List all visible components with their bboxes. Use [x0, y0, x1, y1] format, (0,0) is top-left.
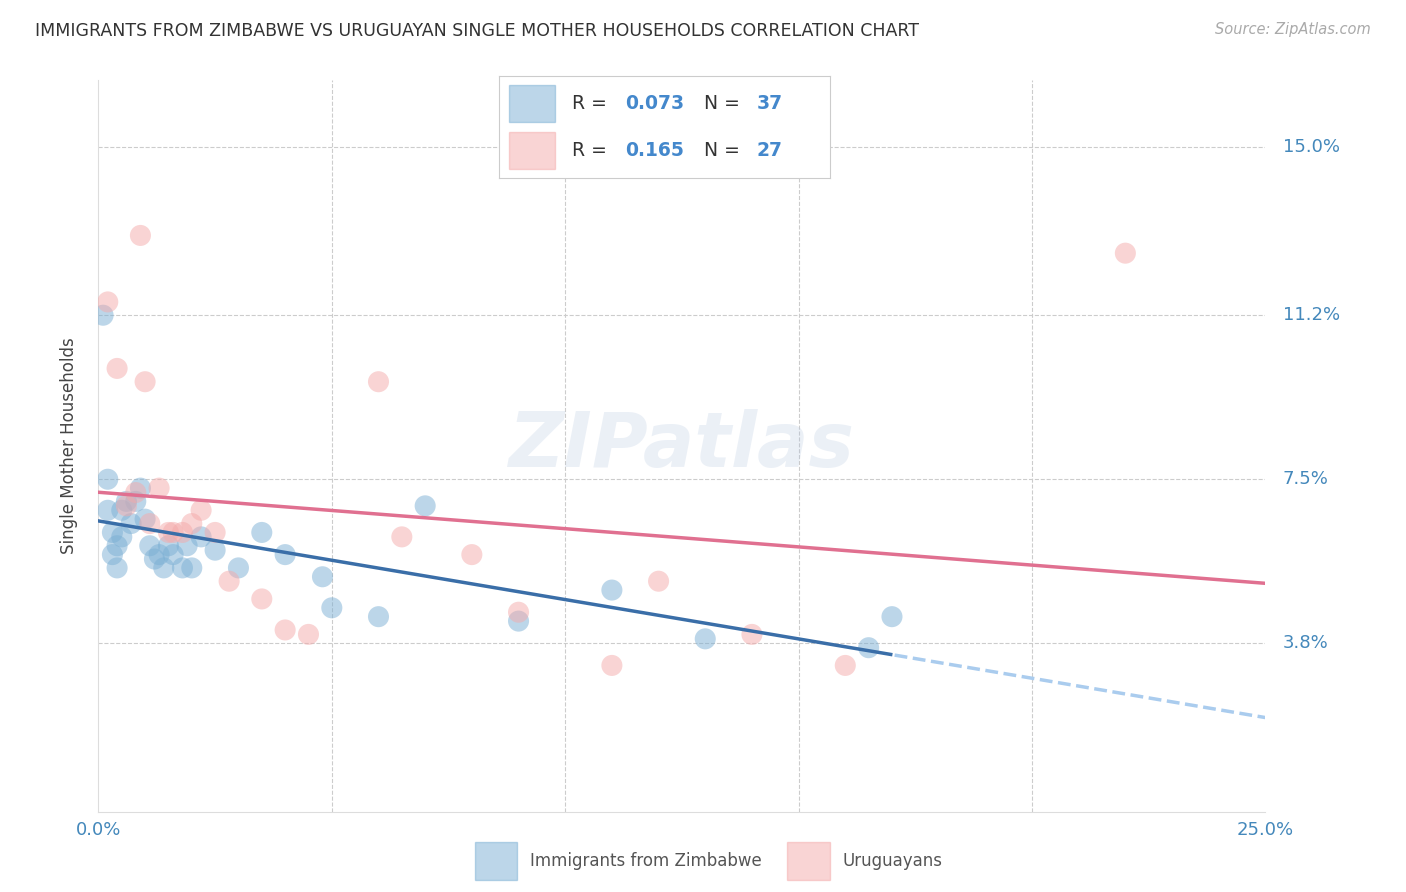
- Point: [129, 481, 152, 495]
- Point: [157, 539, 180, 553]
- Point: [139, 516, 162, 531]
- Text: 27: 27: [756, 141, 783, 161]
- Point: [858, 640, 880, 655]
- Text: Source: ZipAtlas.com: Source: ZipAtlas.com: [1215, 22, 1371, 37]
- Point: [180, 516, 202, 531]
- Bar: [787, 842, 830, 880]
- Point: [391, 530, 413, 544]
- Point: [101, 548, 124, 562]
- Point: [367, 375, 389, 389]
- Point: [105, 561, 128, 575]
- Point: [176, 539, 198, 553]
- Point: [125, 494, 148, 508]
- Point: [120, 516, 142, 531]
- Point: [105, 539, 128, 553]
- Point: [647, 574, 669, 589]
- Point: [148, 481, 170, 495]
- Point: [508, 605, 530, 619]
- Bar: [509, 85, 555, 122]
- Point: [101, 525, 124, 540]
- Point: [97, 294, 120, 309]
- Point: [190, 530, 212, 544]
- Point: [311, 570, 333, 584]
- Point: [413, 499, 436, 513]
- Point: [157, 525, 180, 540]
- Point: [134, 512, 156, 526]
- Text: 15.0%: 15.0%: [1282, 137, 1340, 156]
- Point: [162, 525, 184, 540]
- Point: [508, 614, 530, 628]
- Point: [125, 485, 148, 500]
- Point: [321, 600, 343, 615]
- Point: [834, 658, 856, 673]
- Point: [152, 561, 174, 575]
- Point: [190, 503, 212, 517]
- Text: 0.073: 0.073: [624, 94, 683, 113]
- Point: [115, 499, 138, 513]
- Text: IMMIGRANTS FROM ZIMBABWE VS URUGUAYAN SINGLE MOTHER HOUSEHOLDS CORRELATION CHART: IMMIGRANTS FROM ZIMBABWE VS URUGUAYAN SI…: [35, 22, 920, 40]
- Text: N =: N =: [704, 141, 745, 161]
- Point: [148, 548, 170, 562]
- Point: [367, 609, 389, 624]
- Text: R =: R =: [572, 94, 613, 113]
- Point: [600, 658, 623, 673]
- Point: [600, 583, 623, 598]
- Text: Uruguayans: Uruguayans: [842, 852, 942, 870]
- Y-axis label: Single Mother Households: Single Mother Households: [59, 338, 77, 554]
- Text: 11.2%: 11.2%: [1282, 306, 1340, 324]
- Point: [111, 530, 134, 544]
- Point: [218, 574, 240, 589]
- Point: [111, 503, 134, 517]
- Point: [228, 561, 250, 575]
- Point: [180, 561, 202, 575]
- Text: N =: N =: [704, 94, 745, 113]
- Point: [695, 632, 717, 646]
- Point: [172, 561, 194, 575]
- Point: [461, 548, 484, 562]
- Text: 7.5%: 7.5%: [1282, 470, 1329, 488]
- Bar: [475, 842, 517, 880]
- Point: [880, 609, 903, 624]
- Point: [91, 308, 114, 322]
- Text: Immigrants from Zimbabwe: Immigrants from Zimbabwe: [530, 852, 762, 870]
- Point: [143, 552, 166, 566]
- Point: [105, 361, 128, 376]
- Text: 0.165: 0.165: [624, 141, 683, 161]
- Point: [115, 494, 138, 508]
- Point: [97, 472, 120, 486]
- Point: [139, 539, 162, 553]
- Point: [274, 623, 297, 637]
- Point: [297, 627, 319, 641]
- Point: [1114, 246, 1136, 260]
- Bar: [509, 132, 555, 169]
- Point: [250, 525, 273, 540]
- Point: [162, 548, 184, 562]
- Point: [172, 525, 194, 540]
- Text: ZIPatlas: ZIPatlas: [509, 409, 855, 483]
- Point: [204, 525, 226, 540]
- Text: R =: R =: [572, 141, 613, 161]
- Point: [129, 228, 152, 243]
- Text: 37: 37: [756, 94, 783, 113]
- Text: 3.8%: 3.8%: [1282, 634, 1329, 652]
- Point: [204, 543, 226, 558]
- Point: [274, 548, 297, 562]
- Point: [134, 375, 156, 389]
- Point: [250, 591, 273, 606]
- Point: [741, 627, 763, 641]
- Point: [97, 503, 120, 517]
